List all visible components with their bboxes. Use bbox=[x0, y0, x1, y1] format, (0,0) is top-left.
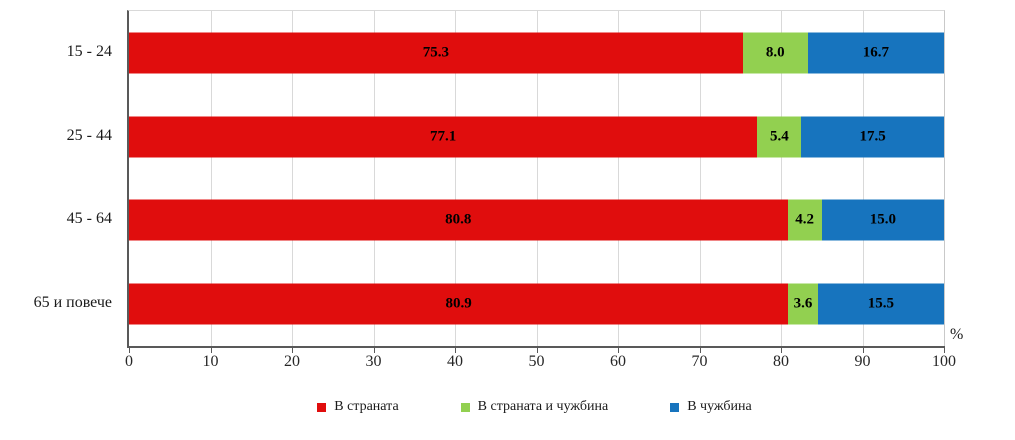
x-axis-unit-label: % bbox=[950, 326, 964, 343]
x-tick-label: 90 bbox=[854, 353, 871, 370]
axis-tick-mark bbox=[536, 346, 538, 353]
stacked-bar: 80.9 3.6 15.5 bbox=[129, 283, 944, 325]
axis-tick-mark bbox=[373, 346, 375, 353]
legend-item: В страната bbox=[317, 399, 399, 415]
legend-label: В страната bbox=[334, 399, 399, 414]
axis-tick-mark bbox=[292, 346, 293, 353]
legend-label: В страната и чужбина bbox=[477, 399, 609, 414]
bar-value-label: 15.0 bbox=[869, 211, 896, 228]
axis-tick-mark bbox=[862, 346, 864, 353]
y-axis-labels: 15 - 24 25 - 44 45 - 64 65 и повече bbox=[0, 10, 112, 345]
category-label: 65 и повече bbox=[33, 294, 112, 312]
category-label: 15 - 24 bbox=[66, 42, 112, 60]
bar-value-label: 77.1 bbox=[430, 128, 457, 145]
bar-segment: 17.5 bbox=[801, 116, 944, 158]
bar-segment: 77.1 bbox=[129, 116, 758, 158]
category-label: 45 - 64 bbox=[66, 210, 112, 228]
x-tick-label: 100 bbox=[932, 353, 956, 370]
x-tick-label: 10 bbox=[202, 353, 219, 370]
gridline bbox=[781, 11, 782, 346]
legend-swatch bbox=[460, 402, 470, 412]
x-axis-tick-labels: 0 10 20 30 40 50 60 70 80 90 100 bbox=[125, 353, 956, 373]
bar-row: 75.3 8.0 16.7 bbox=[129, 11, 944, 95]
gridline bbox=[699, 11, 701, 346]
bar-segment: 15.0 bbox=[821, 199, 944, 241]
gridline bbox=[618, 11, 619, 346]
plot-area: 75.3 8.0 16.7 77.1 5.4 17.5 80.8 4.2 15.0 80.9 3.6… bbox=[127, 10, 945, 353]
bar-segment: 80.8 bbox=[129, 199, 788, 241]
x-tick-label: 50 bbox=[528, 353, 545, 370]
x-tick-label: 70 bbox=[691, 353, 708, 370]
axis-tick-mark bbox=[699, 346, 701, 353]
bar-segment: 16.7 bbox=[807, 32, 944, 74]
legend-label: В чужбина bbox=[687, 399, 752, 414]
gridline bbox=[210, 11, 212, 346]
bar-value-label: 75.3 bbox=[422, 44, 449, 61]
stacked-bar: 77.1 5.4 17.5 bbox=[129, 116, 944, 158]
x-tick-label: 30 bbox=[365, 353, 382, 370]
bars-container: 75.3 8.0 16.7 77.1 5.4 17.5 80.8 4.2 15.0 80.9 3.6… bbox=[129, 11, 944, 346]
axis-tick-mark bbox=[781, 346, 782, 353]
bar-segment: 3.6 bbox=[788, 283, 818, 325]
bar-segment: 80.9 bbox=[129, 283, 789, 325]
x-tick-label: 0 bbox=[125, 353, 133, 370]
legend: В страната В страната и чужбина В чужбина bbox=[127, 399, 942, 415]
y-label-cell: 45 - 64 bbox=[0, 178, 112, 262]
bar-segment: 4.2 bbox=[787, 199, 822, 241]
bar-value-label: 5.4 bbox=[769, 128, 789, 145]
bar-segment: 75.3 bbox=[129, 32, 743, 74]
bar-value-label: 17.5 bbox=[859, 128, 886, 145]
gridline bbox=[292, 11, 293, 346]
gridline bbox=[536, 11, 538, 346]
bar-value-label: 8.0 bbox=[765, 44, 785, 61]
gridline bbox=[373, 11, 375, 346]
bar-value-label: 80.9 bbox=[445, 295, 472, 312]
y-label-cell: 15 - 24 bbox=[0, 10, 112, 94]
gridline bbox=[455, 11, 456, 346]
axis-tick-mark bbox=[944, 346, 945, 353]
x-tick-label: 40 bbox=[447, 353, 463, 370]
bar-segment: 8.0 bbox=[742, 32, 808, 74]
legend-swatch bbox=[670, 402, 680, 412]
axis-tick-mark bbox=[129, 346, 130, 353]
bar-value-label: 3.6 bbox=[793, 295, 813, 312]
category-label: 25 - 44 bbox=[66, 126, 112, 144]
axis-tick-mark bbox=[455, 346, 456, 353]
bar-segment: 15.5 bbox=[817, 283, 944, 325]
y-label-cell: 65 и повече bbox=[0, 261, 112, 345]
axis-tick-mark bbox=[618, 346, 619, 353]
bar-value-label: 80.8 bbox=[445, 211, 472, 228]
legend-swatch bbox=[317, 402, 327, 412]
x-tick-label: 80 bbox=[773, 353, 789, 370]
y-label-cell: 25 - 44 bbox=[0, 94, 112, 178]
bar-segment: 5.4 bbox=[757, 116, 802, 158]
stacked-bar: 75.3 8.0 16.7 bbox=[129, 32, 944, 74]
bar-value-label: 4.2 bbox=[795, 211, 814, 228]
bar-value-label: 15.5 bbox=[867, 295, 894, 312]
legend-item: В чужбина bbox=[670, 399, 752, 415]
bar-row: 80.8 4.2 15.0 bbox=[129, 179, 944, 263]
axis-tick-mark bbox=[210, 346, 212, 353]
stacked-bar: 80.8 4.2 15.0 bbox=[129, 199, 944, 241]
gridline bbox=[862, 11, 864, 346]
bar-row: 80.9 3.6 15.5 bbox=[129, 262, 944, 346]
bar-value-label: 16.7 bbox=[862, 44, 890, 61]
x-tick-label: 60 bbox=[610, 353, 626, 370]
x-tick-label: 20 bbox=[284, 353, 300, 370]
bar-row: 77.1 5.4 17.5 bbox=[129, 95, 944, 179]
legend-item: В страната и чужбина bbox=[460, 399, 609, 415]
